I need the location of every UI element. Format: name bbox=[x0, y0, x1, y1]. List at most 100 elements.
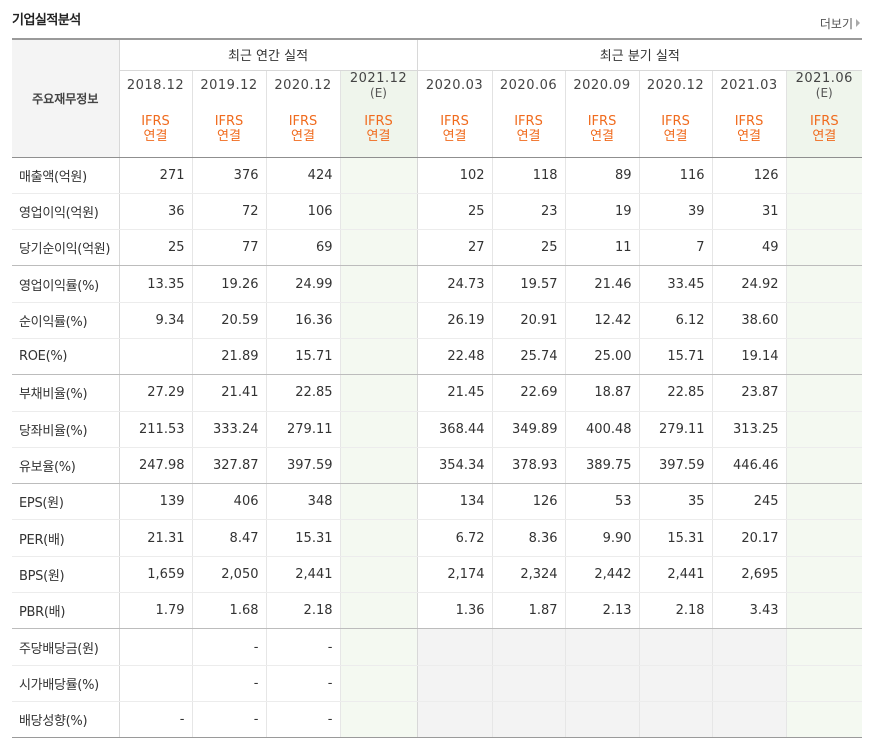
value-cell: 22.48 bbox=[416, 338, 493, 376]
more-link[interactable]: 더보기 bbox=[820, 15, 860, 32]
table-row: 유보율(%) 247.98 327.87 397.59 354.34 378.93 389.… bbox=[12, 447, 863, 485]
value-cell: 1,659 bbox=[118, 556, 192, 594]
value-cell: 247.98 bbox=[118, 447, 192, 485]
accounting-basis-header: IFRS 연결 bbox=[339, 102, 418, 158]
row-label: 순이익률(%) bbox=[12, 302, 119, 339]
value-cell bbox=[564, 628, 640, 666]
quarterly-section-header: 최근 분기 실적 bbox=[416, 39, 863, 71]
value-cell: 12.42 bbox=[564, 302, 640, 339]
value-cell bbox=[118, 338, 192, 376]
table-row: 배당성향(%) - - - bbox=[12, 701, 863, 739]
value-cell bbox=[785, 411, 863, 448]
consolidated-label: 연결 bbox=[812, 129, 837, 145]
table-row: PBR(배) 1.79 1.68 2.18 1.36 1.87 2.13 2.18 3.43 bbox=[12, 592, 863, 630]
value-cell: - bbox=[191, 701, 266, 739]
value-cell: 31 bbox=[711, 193, 787, 231]
row-label: 배당성향(%) bbox=[12, 701, 119, 739]
value-cell: 376 bbox=[191, 157, 266, 194]
value-cell: 13.35 bbox=[118, 265, 192, 303]
period-date-header: 2020.12 bbox=[265, 70, 340, 102]
value-cell bbox=[416, 701, 493, 739]
value-cell: 313.25 bbox=[711, 411, 787, 448]
value-cell: 2.18 bbox=[265, 592, 340, 630]
value-cell: 20.91 bbox=[491, 302, 566, 339]
value-cell: 19.26 bbox=[191, 265, 266, 303]
value-cell: 327.87 bbox=[191, 447, 266, 485]
value-cell bbox=[416, 628, 493, 666]
period-date: 2018.12 bbox=[126, 78, 185, 94]
value-cell: 1.36 bbox=[416, 592, 493, 630]
table-row: BPS(원) 1,659 2,050 2,441 2,174 2,324 2,442 2,44… bbox=[12, 556, 863, 594]
table-row: 영업이익(억원) 36 72 106 25 23 19 39 31 bbox=[12, 193, 863, 231]
table-row: 시가배당률(%) - - bbox=[12, 665, 863, 702]
value-cell: 25 bbox=[416, 193, 493, 231]
value-cell: 18.87 bbox=[564, 374, 640, 412]
ifrs-label: IFRS bbox=[661, 114, 690, 130]
period-date-header: 2018.12 bbox=[118, 70, 192, 102]
value-cell: 27 bbox=[416, 229, 493, 267]
value-cell bbox=[339, 193, 418, 231]
value-cell bbox=[638, 628, 713, 666]
value-cell: 23.87 bbox=[711, 374, 787, 412]
accounting-basis-header: IFRS 연결 bbox=[416, 102, 493, 158]
value-cell bbox=[491, 701, 566, 739]
value-cell: 2.13 bbox=[564, 592, 640, 630]
value-cell: 36 bbox=[118, 193, 192, 231]
value-cell: 49 bbox=[711, 229, 787, 267]
value-cell bbox=[339, 411, 418, 448]
value-cell: 2,324 bbox=[491, 556, 566, 594]
value-cell: 25 bbox=[118, 229, 192, 267]
value-cell bbox=[339, 229, 418, 267]
value-cell bbox=[785, 665, 863, 702]
row-label: EPS(원) bbox=[12, 483, 119, 521]
value-cell bbox=[339, 483, 418, 521]
value-cell bbox=[638, 701, 713, 739]
value-cell: 2.18 bbox=[638, 592, 713, 630]
value-cell: 23 bbox=[491, 193, 566, 231]
value-cell bbox=[564, 701, 640, 739]
value-cell bbox=[564, 665, 640, 702]
ifrs-label: IFRS bbox=[364, 114, 393, 130]
value-cell: 16.36 bbox=[265, 302, 340, 339]
value-cell: 25.00 bbox=[564, 338, 640, 376]
value-cell: 15.71 bbox=[265, 338, 340, 376]
consolidated-label: 연결 bbox=[143, 129, 168, 145]
value-cell bbox=[785, 338, 863, 376]
value-cell: 1.87 bbox=[491, 592, 566, 630]
value-cell bbox=[118, 628, 192, 666]
accounting-basis-header: IFRS 연결 bbox=[711, 102, 787, 158]
value-cell: 21.46 bbox=[564, 265, 640, 303]
table-row: ROE(%) 21.89 15.71 22.48 25.74 25.00 15.71 19.1… bbox=[12, 338, 863, 376]
value-cell: 26.19 bbox=[416, 302, 493, 339]
value-cell: 6.72 bbox=[416, 519, 493, 557]
value-cell: - bbox=[265, 665, 340, 702]
value-cell bbox=[785, 157, 863, 194]
value-cell: 11 bbox=[564, 229, 640, 267]
row-label: BPS(원) bbox=[12, 556, 119, 594]
value-cell: 19.57 bbox=[491, 265, 566, 303]
value-cell bbox=[785, 701, 863, 739]
value-cell: 89 bbox=[564, 157, 640, 194]
consolidated-label: 연결 bbox=[663, 129, 688, 145]
ifrs-label: IFRS bbox=[288, 114, 318, 130]
value-cell: 397.59 bbox=[265, 447, 340, 485]
section-header: 기업실적분석 더보기 bbox=[12, 0, 862, 38]
accounting-basis-header: IFRS 연결 bbox=[491, 102, 566, 158]
value-cell: 271 bbox=[118, 157, 192, 194]
value-cell: 134 bbox=[416, 483, 493, 521]
value-cell bbox=[785, 592, 863, 630]
value-cell bbox=[785, 374, 863, 412]
consolidated-label: 연결 bbox=[366, 129, 391, 145]
consolidated-label: 연결 bbox=[442, 129, 467, 145]
value-cell: 2,441 bbox=[265, 556, 340, 594]
value-cell: 24.99 bbox=[265, 265, 340, 303]
value-cell bbox=[785, 556, 863, 594]
row-label: ROE(%) bbox=[12, 338, 119, 376]
value-cell: 1.79 bbox=[118, 592, 192, 630]
value-cell bbox=[339, 374, 418, 412]
row-label: 영업이익률(%) bbox=[12, 265, 119, 303]
more-label: 더보기 bbox=[819, 17, 853, 31]
ifrs-label: IFRS bbox=[514, 114, 543, 130]
value-cell bbox=[339, 265, 418, 303]
value-cell bbox=[339, 556, 418, 594]
